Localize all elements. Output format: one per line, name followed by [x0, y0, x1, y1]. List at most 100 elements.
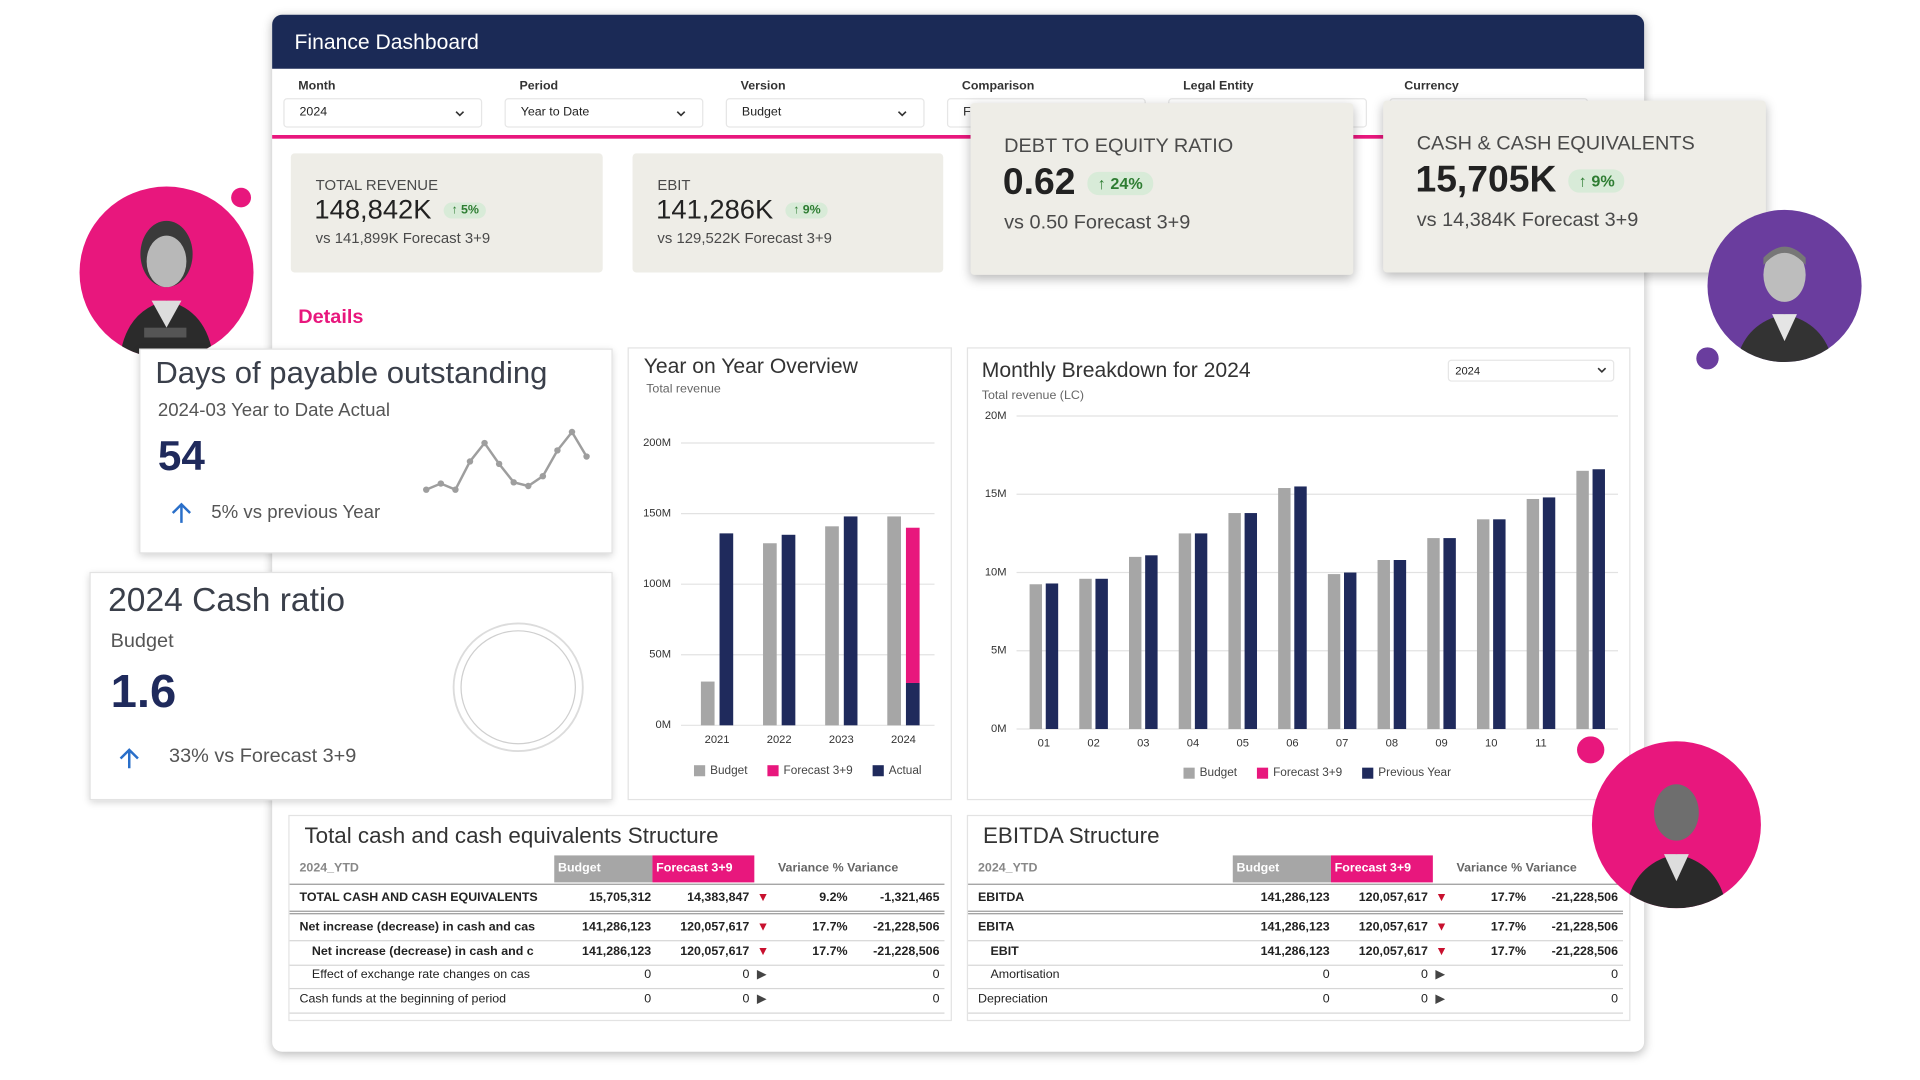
- bar: [781, 534, 796, 726]
- card-change: 33% vs Forecast 3+9: [169, 746, 357, 768]
- column-header: 2024_YTD: [299, 861, 359, 876]
- filter-label: Comparison: [961, 79, 1035, 94]
- kpi-card: DEBT TO EQUITY RATIO 0.62 ↑ 24% vs 0.50 For…: [970, 103, 1354, 275]
- chevron-icon: [455, 111, 465, 117]
- variance-cell: -1,321,465: [880, 891, 940, 905]
- row-label: Cash funds at the beginning of period: [299, 992, 507, 1007]
- bar: [1377, 560, 1390, 730]
- budget-cell: 0: [1322, 968, 1330, 982]
- forecast-cell: 14,383,847: [687, 891, 750, 905]
- y-tick-label: 10M: [985, 566, 1007, 578]
- chart-subtitle: Total revenue: [646, 382, 721, 397]
- spark-point: [452, 486, 459, 493]
- x-tick-label: 2024: [891, 734, 916, 746]
- filter-label: Version: [740, 79, 786, 94]
- chart-title: Year on Year Overview: [643, 354, 858, 379]
- header-rule: [289, 883, 945, 885]
- forecast-cell: 120,057,617: [1358, 891, 1428, 905]
- trend-indicator: ▼: [756, 920, 770, 934]
- column-header: Budget: [1232, 855, 1331, 883]
- bar: [843, 516, 858, 726]
- y-tick-label: 15M: [985, 488, 1007, 500]
- y-tick-label: 0M: [991, 723, 1007, 735]
- table-card: EBITDA Structure 2024_YTD Budget Forecast 3…: [966, 814, 1631, 1022]
- chart-subtitle: Total revenue (LC): [981, 389, 1084, 403]
- kpi-comparison: vs 141,899K Forecast 3+9: [315, 229, 491, 247]
- x-tick-label: 08: [1386, 738, 1398, 750]
- bar: [905, 682, 920, 726]
- kpi-card: TOTAL REVENUE 148,842K ↑ 5% vs 141,899K For…: [290, 153, 603, 273]
- variance-pct-cell: 9.2%: [819, 891, 848, 905]
- avatar: [1577, 736, 1761, 909]
- sparkline: [425, 429, 588, 492]
- ratio-ring: [452, 622, 584, 753]
- row-label: Amortisation: [990, 968, 1060, 982]
- variance-cell: 0: [1611, 968, 1619, 982]
- kpi-label: CASH & CASH EQUIVALENTS: [1416, 133, 1695, 155]
- chevron-icon: [676, 111, 686, 117]
- row-label: TOTAL CASH AND CASH EQUIVALENTS: [299, 891, 538, 905]
- y-tick-label: 50M: [649, 649, 671, 661]
- forecast-cell: 0: [742, 968, 750, 982]
- legend-label: Previous Year: [1378, 766, 1451, 779]
- table-row: Depreciation 0 0 ▶ 0: [968, 988, 1623, 1014]
- kpi-value: 141,286K: [656, 193, 774, 225]
- budget-cell: 141,286,123: [1260, 920, 1330, 934]
- table-row: EBITDA 141,286,123 120,057,617 ▼ 17.7% -21,22…: [968, 886, 1623, 915]
- spark-point: [510, 479, 517, 486]
- kpi-value-row: 141,286K ↑ 9%: [656, 193, 829, 226]
- legend-swatch: [1256, 767, 1269, 779]
- avatar: [1696, 209, 1862, 370]
- x-tick-label: 04: [1187, 738, 1199, 750]
- budget-cell: 15,705,312: [588, 891, 652, 905]
- spark-point: [539, 472, 547, 480]
- table-row: Net increase (decrease) in cash and cas 1…: [289, 916, 945, 942]
- bar: [1592, 469, 1605, 730]
- trend-indicator: ▼: [1435, 945, 1448, 959]
- legend-label: Actual: [889, 764, 922, 777]
- legend-swatch: [767, 765, 779, 777]
- x-tick-label: 02: [1087, 738, 1099, 750]
- column-header: % Variance: [1511, 861, 1577, 876]
- up-arrow-icon: [119, 748, 139, 769]
- table-row: Amortisation 0 0 ▶ 0: [968, 963, 1623, 990]
- kpi-value-row: 15,705K ↑ 9%: [1415, 160, 1625, 202]
- column-header: % Variance: [832, 861, 899, 876]
- legend-swatch: [1183, 767, 1195, 779]
- legend-label: Budget: [710, 764, 748, 777]
- x-tick-label: 10: [1485, 738, 1497, 750]
- legend-label: Forecast 3+9: [1273, 766, 1342, 779]
- table-row: TOTAL CASH AND CASH EQUIVALENTS 15,705,31…: [289, 886, 945, 915]
- bar: [1045, 583, 1059, 730]
- trend-indicator: ▼: [1435, 920, 1448, 934]
- kpi-card: CASH & CASH EQUIVALENTS 15,705K ↑ 9% vs 14,…: [1383, 100, 1766, 273]
- bar: [887, 516, 901, 726]
- kpi-value-row: 148,842K ↑ 5%: [314, 194, 487, 226]
- spark-point: [495, 460, 503, 468]
- filter-dropdown[interactable]: 2024: [283, 98, 483, 128]
- variance-pct-cell: 17.7%: [1490, 945, 1527, 959]
- variance-cell: 0: [932, 968, 940, 982]
- dpo-card: [139, 348, 613, 554]
- table-row: Cash funds at the beginning of period 0 0 ▶…: [289, 988, 945, 1014]
- variance-cell: -21,228,506: [1551, 920, 1619, 934]
- kpi-label: DEBT TO EQUITY RATIO: [1004, 136, 1234, 158]
- year-dropdown[interactable]: 2024: [1447, 359, 1615, 382]
- budget-cell: 0: [1322, 992, 1330, 1007]
- spark-point: [525, 482, 532, 490]
- budget-cell: 141,286,123: [582, 920, 652, 934]
- bar: [719, 533, 734, 726]
- kpi-comparison: vs 14,384K Forecast 3+9: [1416, 209, 1639, 231]
- forecast-cell: 0: [742, 992, 750, 1007]
- variance-cell: 0: [1611, 992, 1619, 1007]
- kpi-comparison: vs 129,522K Forecast 3+9: [657, 229, 832, 247]
- row-label: Net increase (decrease) in cash and c: [311, 945, 534, 959]
- kpi-value: 0.62: [1002, 162, 1076, 203]
- forecast-cell: 120,057,617: [680, 920, 750, 934]
- filter-dropdown[interactable]: Budget: [725, 98, 925, 128]
- filter-dropdown[interactable]: Year to Date: [504, 98, 704, 128]
- budget-cell: 141,286,123: [582, 945, 652, 959]
- kpi-change-badge: ↑ 9%: [785, 201, 829, 218]
- bar: [700, 681, 715, 726]
